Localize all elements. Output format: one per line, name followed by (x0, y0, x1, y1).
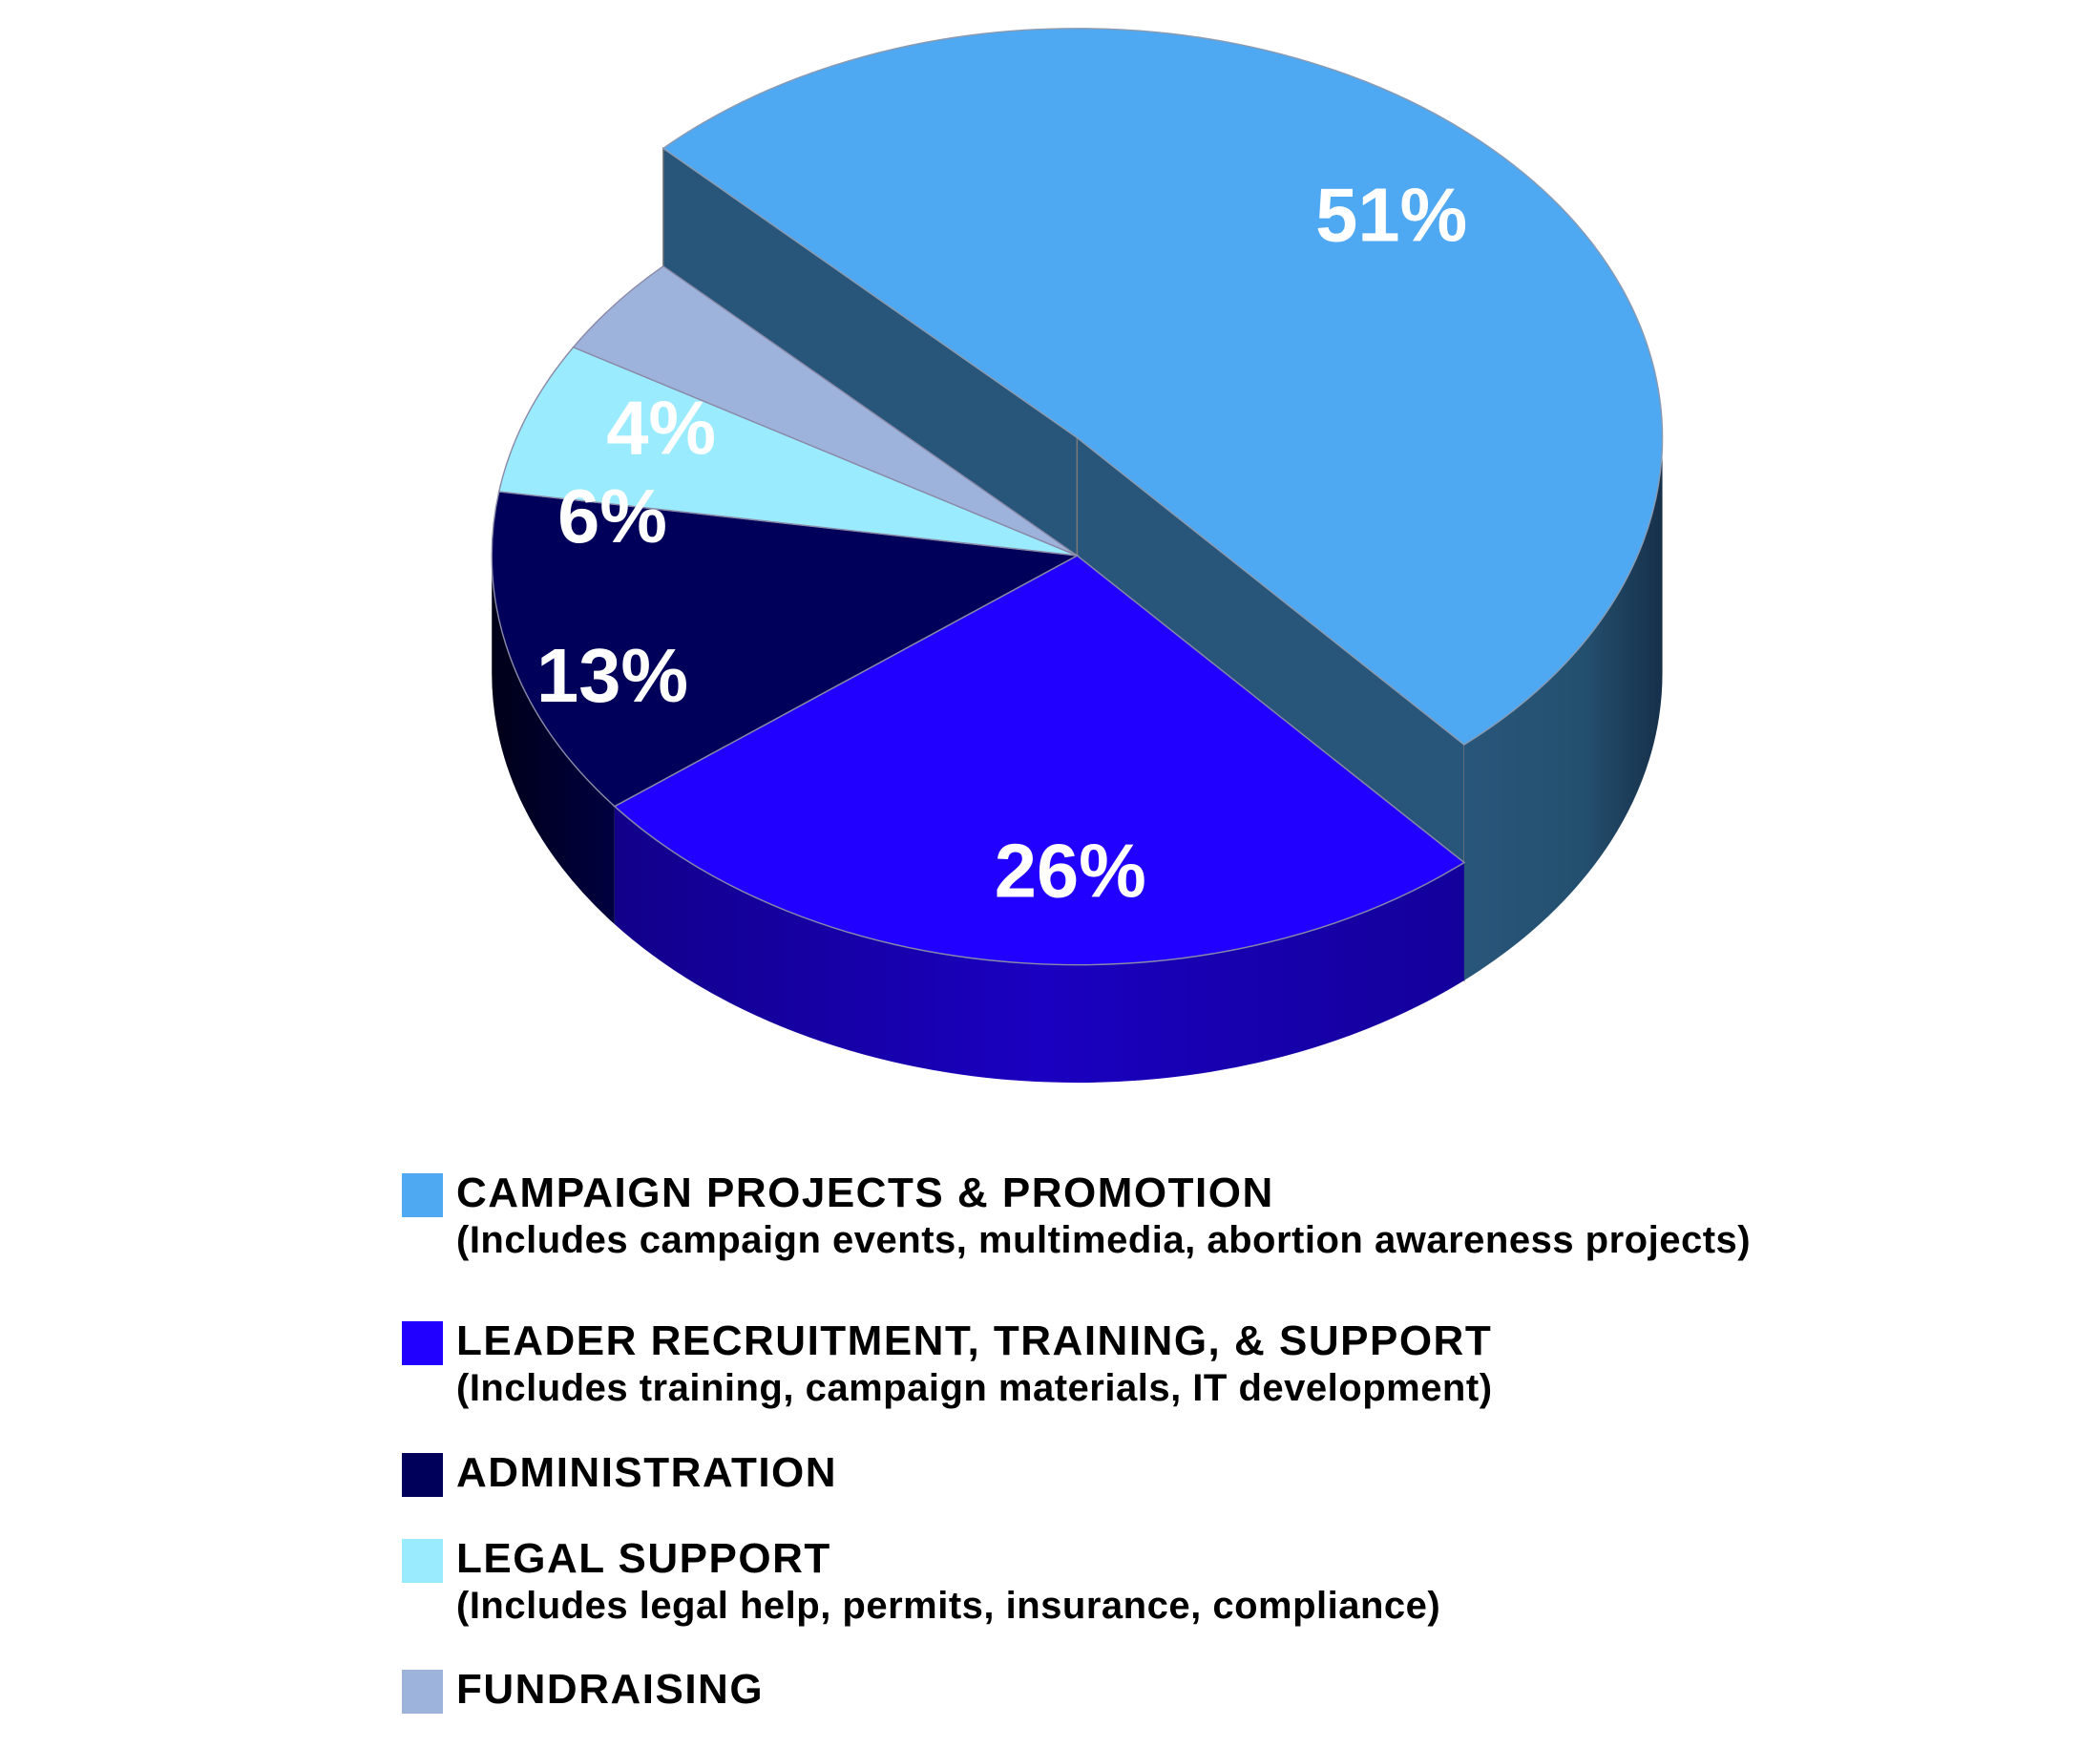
legend-description: (Includes training, campaign materials, … (456, 1367, 1493, 1409)
legend-label: ADMINISTRATION (456, 1449, 838, 1496)
legend-swatch (402, 1321, 443, 1365)
slice-2 (491, 491, 1080, 808)
slice-1 (613, 555, 1466, 966)
legend-label: FUNDRAISING (456, 1666, 765, 1713)
legend-label: CAMPAIGN PROJECTS & PROMOTION (456, 1169, 1274, 1216)
legend-swatch (402, 1670, 443, 1714)
data-label: 51% (1315, 173, 1467, 258)
legend-label: LEADER RECRUITMENT, TRAINING, & SUPPORT (456, 1317, 1493, 1364)
data-label: 4% (606, 386, 716, 471)
data-label: 13% (536, 633, 688, 718)
legend-label: LEGAL SUPPORT (456, 1535, 831, 1582)
slice-side (492, 555, 615, 925)
legend-description: (Includes campaign events, multimedia, a… (456, 1219, 1752, 1261)
legend-swatch (402, 1453, 443, 1497)
legend-swatch (402, 1539, 443, 1583)
slice-0 (662, 28, 1664, 746)
slice-side (1463, 437, 1663, 980)
slice-4 (572, 264, 1078, 557)
legend-description: (Includes legal help, permits, insurance… (456, 1585, 1441, 1627)
slice-3 (497, 346, 1078, 557)
legend-swatch (402, 1173, 443, 1217)
data-label: 6% (557, 474, 667, 558)
slice-side (614, 806, 1464, 1084)
data-label: 26% (995, 829, 1146, 914)
